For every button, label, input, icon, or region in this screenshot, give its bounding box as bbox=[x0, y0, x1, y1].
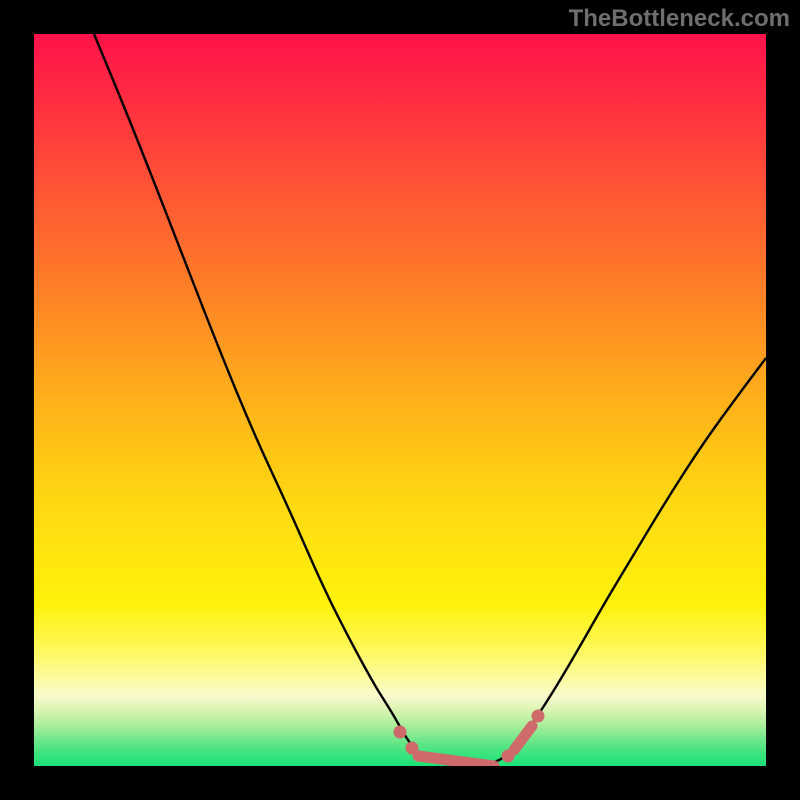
highlight-dot bbox=[502, 750, 515, 763]
chart-svg: TheBottleneck.com bbox=[0, 0, 800, 800]
watermark-text: TheBottleneck.com bbox=[569, 5, 790, 32]
highlight-dot bbox=[394, 726, 407, 739]
chart-root: TheBottleneck.com bbox=[0, 0, 800, 800]
highlight-dot bbox=[406, 742, 419, 755]
gradient-plot-area bbox=[34, 34, 766, 766]
highlight-dot bbox=[532, 710, 545, 723]
